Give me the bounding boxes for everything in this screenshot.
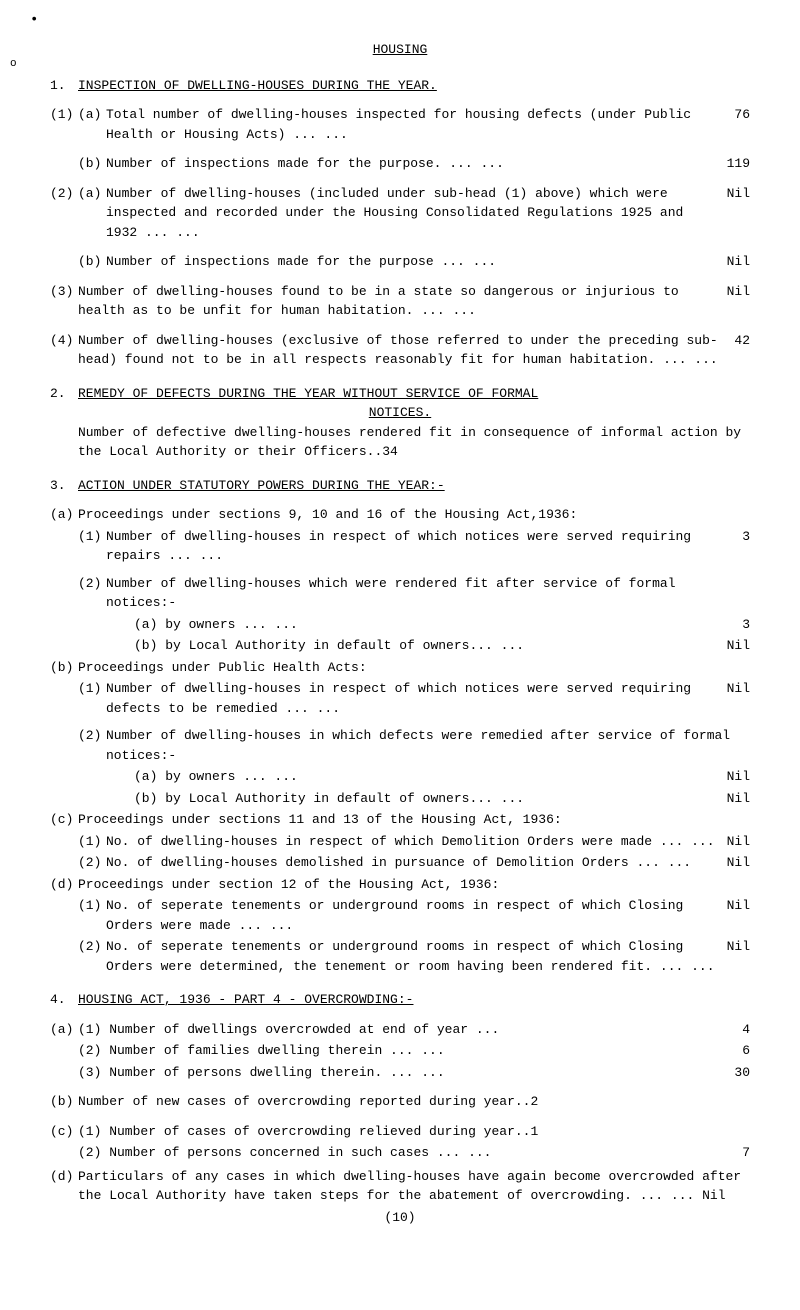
- item-1-2b-sub: (b): [78, 252, 106, 272]
- item-1-2-num: (2): [50, 184, 78, 243]
- item-4d-text: Particulars of any cases in which dwelli…: [78, 1167, 750, 1206]
- item-4b-num: (b): [50, 1092, 78, 1112]
- page-dot-marker: •: [30, 10, 38, 31]
- item-1-1b-val: 119: [727, 154, 750, 174]
- section-4-num: 4.: [50, 990, 78, 1010]
- spacer: [50, 252, 78, 272]
- section-3-title: ACTION UNDER STATUTORY POWERS DURING THE…: [78, 476, 445, 496]
- item-3b-intro: Proceedings under Public Health Acts:: [78, 658, 750, 678]
- item-3c2-num: (2): [78, 853, 106, 873]
- item-3c1-num: (1): [78, 832, 106, 852]
- item-1-1a-text: Total number of dwelling-houses inspecte…: [106, 105, 726, 144]
- item-4a1-text: (1) Number of dwellings overcrowded at e…: [78, 1020, 734, 1040]
- item-3b2-text: Number of dwelling-houses in which defec…: [106, 726, 750, 765]
- item-3b1-val: Nil: [727, 679, 750, 718]
- section-2-title: REMEDY OF DEFECTS DURING THE YEAR WITHOU…: [78, 384, 538, 404]
- item-3c-num: (c): [50, 810, 78, 830]
- item-3a2b-text: (b) by Local Authority in default of own…: [134, 636, 719, 656]
- item-3d1-val: Nil: [727, 896, 750, 935]
- item-3d1-num: (1): [78, 896, 106, 935]
- item-3d2-text: No. of seperate tenements or underground…: [106, 937, 719, 976]
- item-3d2-num: (2): [78, 937, 106, 976]
- item-4b-text: Number of new cases of overcrowding repo…: [78, 1092, 750, 1112]
- item-1-4-val: 42: [734, 331, 750, 370]
- item-3c2-text: No. of dwelling-houses demolished in pur…: [106, 853, 719, 873]
- item-3a2-num: (2): [78, 574, 106, 613]
- spacer: [50, 154, 78, 174]
- item-3b-num: (b): [50, 658, 78, 678]
- item-3d2-val: Nil: [727, 937, 750, 976]
- item-4d-num: (d): [50, 1167, 78, 1206]
- item-3a2-text: Number of dwelling-houses which were ren…: [106, 574, 750, 613]
- item-3b2b-text: (b) by Local Authority in default of own…: [134, 789, 719, 809]
- item-4a2-text: (2) Number of families dwelling therein …: [78, 1041, 734, 1061]
- item-3b2a-val: Nil: [727, 767, 750, 787]
- section-1-title: INSPECTION OF DWELLING-HOUSES DURING THE…: [78, 76, 437, 96]
- item-4c-num: (c): [50, 1122, 78, 1165]
- item-3d1-text: No. of seperate tenements or underground…: [106, 896, 719, 935]
- item-3c1-text: No. of dwelling-houses in respect of whi…: [106, 832, 719, 852]
- item-4c1-text: (1) Number of cases of overcrowding reli…: [78, 1122, 750, 1142]
- item-3a1-text: Number of dwelling-houses in respect of …: [106, 527, 734, 566]
- item-3b2a-text: (a) by owners ... ...: [134, 767, 719, 787]
- item-3a1-num: (1): [78, 527, 106, 566]
- item-1-3-val: Nil: [727, 282, 750, 321]
- item-1-4-num: (4): [50, 331, 78, 370]
- page-d-marker: o: [10, 56, 17, 73]
- page-title: HOUSING: [50, 40, 750, 60]
- item-4a3-text: (3) Number of persons dwelling therein. …: [78, 1063, 726, 1083]
- item-3d-intro: Proceedings under section 12 of the Hous…: [78, 875, 750, 895]
- item-3c1-val: Nil: [727, 832, 750, 852]
- item-3b1-num: (1): [78, 679, 106, 718]
- item-1-4-text: Number of dwelling-houses (exclusive of …: [78, 331, 726, 370]
- item-3a-intro: Proceedings under sections 9, 10 and 16 …: [78, 505, 750, 525]
- item-1-2b-val: Nil: [727, 252, 750, 272]
- section-1-num: 1.: [50, 76, 78, 96]
- item-1-2a-text: Number of dwelling-houses (included unde…: [106, 184, 719, 243]
- item-3a-num: (a): [50, 505, 78, 525]
- item-4a2-val: 6: [742, 1041, 750, 1061]
- item-1-3-num: (3): [50, 282, 78, 321]
- item-3d-num: (d): [50, 875, 78, 895]
- page-footer: (10): [50, 1208, 750, 1228]
- item-3a2a-val: 3: [742, 615, 750, 635]
- item-3c-intro: Proceedings under sections 11 and 13 of …: [78, 810, 750, 830]
- item-1-1b-text: Number of inspections made for the purpo…: [106, 154, 719, 174]
- item-1-2a-val: Nil: [727, 184, 750, 243]
- item-1-2b-text: Number of inspections made for the purpo…: [106, 252, 719, 272]
- section-2-text: Number of defective dwelling-houses rend…: [78, 423, 750, 462]
- item-4c2-val: 7: [742, 1143, 750, 1163]
- item-3c2-val: Nil: [727, 853, 750, 873]
- section-2-num: 2.: [50, 384, 78, 404]
- item-4a3-val: 30: [734, 1063, 750, 1083]
- item-1-2a-sub: (a): [78, 184, 106, 243]
- item-3b2b-val: Nil: [727, 789, 750, 809]
- item-1-1a-val: 76: [734, 105, 750, 144]
- item-1-1-num: (1): [50, 105, 78, 144]
- item-3b1-text: Number of dwelling-houses in respect of …: [106, 679, 719, 718]
- section-4-title: HOUSING ACT, 1936 - PART 4 - OVERCROWDIN…: [78, 990, 413, 1010]
- item-1-1a-sub: (a): [78, 105, 106, 144]
- item-1-3-text: Number of dwelling-houses found to be in…: [78, 282, 719, 321]
- item-3a1-val: 3: [742, 527, 750, 566]
- item-3b2-num: (2): [78, 726, 106, 765]
- item-1-1b-sub: (b): [78, 154, 106, 174]
- section-3-num: 3.: [50, 476, 78, 496]
- item-3a2b-val: Nil: [727, 636, 750, 656]
- item-3a2a-text: (a) by owners ... ...: [134, 615, 734, 635]
- item-4a1-val: 4: [742, 1020, 750, 1040]
- item-4a-num: (a): [50, 1020, 78, 1085]
- item-4c2-text: (2) Number of persons concerned in such …: [78, 1143, 734, 1163]
- section-2-notices: NOTICES.: [50, 403, 750, 423]
